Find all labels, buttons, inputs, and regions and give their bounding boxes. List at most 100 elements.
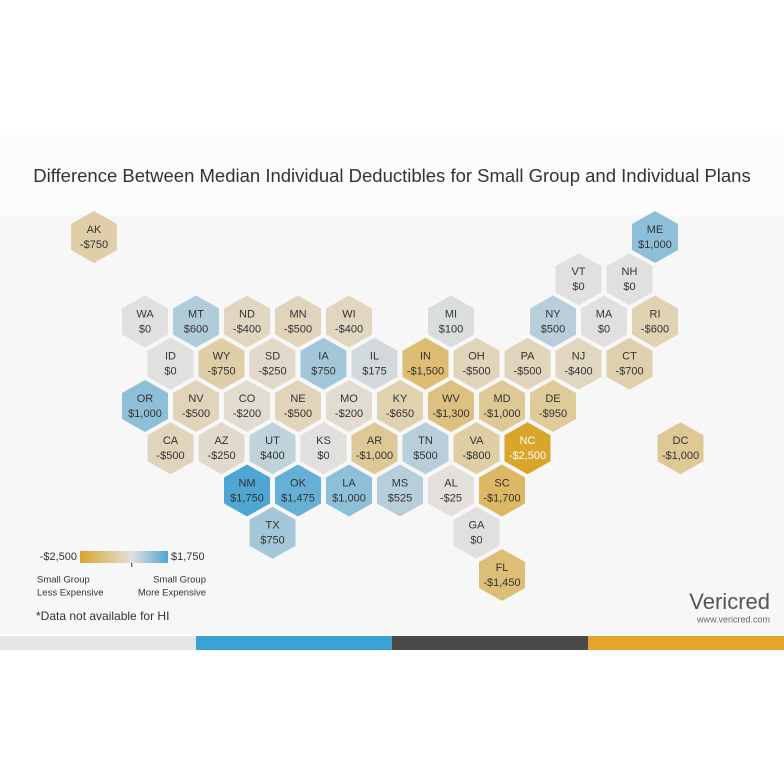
footer-bar <box>588 636 784 650</box>
state-value: $0 <box>598 323 610 335</box>
state-code: ID <box>165 351 176 363</box>
state-value: $1,475 <box>281 492 315 504</box>
footer-bar <box>0 636 196 650</box>
state-value: -$200 <box>335 408 363 420</box>
state-code: NJ <box>572 351 585 363</box>
state-value: $750 <box>260 535 284 547</box>
state-value: -$400 <box>564 366 592 378</box>
state-hex <box>428 380 474 432</box>
state-code: SC <box>494 477 509 489</box>
state-code: ND <box>239 308 255 320</box>
state-hex <box>453 337 500 390</box>
state-value: $0 <box>139 323 151 335</box>
state-code: CO <box>239 393 256 405</box>
state-hex <box>198 422 245 475</box>
state-hex <box>326 295 372 348</box>
state-code: IN <box>420 351 431 363</box>
state-code: WY <box>213 351 231 363</box>
state-value: -$1,500 <box>407 366 444 378</box>
state-value: -$1,450 <box>483 577 520 589</box>
state-hex <box>249 337 296 390</box>
state-value: $100 <box>439 323 463 335</box>
state-code: OR <box>137 393 154 405</box>
state-value: $0 <box>572 281 584 293</box>
state-code: DE <box>545 393 560 405</box>
state-value: $0 <box>623 281 635 293</box>
state-value: -$1,000 <box>662 450 699 462</box>
state-code: MA <box>596 308 613 320</box>
state-hex <box>173 380 219 432</box>
state-value: $0 <box>164 366 176 378</box>
state-hex <box>402 337 449 390</box>
state-value: $0 <box>317 450 329 462</box>
state-value: -$500 <box>462 366 490 378</box>
state-value: $600 <box>184 323 208 335</box>
legend-high-label: More Expensive <box>138 588 206 599</box>
state-value: -$200 <box>233 408 261 420</box>
state-hex <box>479 549 525 601</box>
state-hex <box>249 422 296 475</box>
background-fade <box>0 135 784 215</box>
state-code: IL <box>370 351 379 363</box>
state-hex <box>479 380 525 432</box>
state-hex <box>657 422 704 475</box>
state-hex <box>428 295 474 348</box>
state-hex <box>453 506 500 559</box>
state-hex <box>173 295 219 348</box>
note: *Data not available for HI <box>36 609 169 623</box>
state-value: -$500 <box>182 408 210 420</box>
state-value: -$950 <box>539 408 567 420</box>
state-code: FL <box>496 562 509 574</box>
state-hex <box>300 337 347 390</box>
state-value: -$500 <box>284 408 312 420</box>
state-hex <box>249 506 296 559</box>
state-hex <box>606 337 653 390</box>
state-value: $500 <box>413 450 437 462</box>
state-value: -$500 <box>284 323 312 335</box>
state-code: NY <box>545 308 561 320</box>
state-value: -$400 <box>335 323 363 335</box>
state-hex <box>428 464 474 517</box>
state-code: GA <box>469 520 486 532</box>
state-value: $1,000 <box>638 239 672 251</box>
state-hex <box>504 422 551 475</box>
state-value: -$1,000 <box>356 450 393 462</box>
state-hex <box>377 464 423 517</box>
state-value: $1,000 <box>128 408 162 420</box>
state-hex <box>377 380 423 432</box>
state-value: -$700 <box>615 366 643 378</box>
state-code: ME <box>647 224 664 236</box>
colorbar-tick-label: $1,750 <box>171 551 205 563</box>
state-value: -$250 <box>258 366 286 378</box>
footer-bar <box>392 636 588 650</box>
state-code: MT <box>188 308 204 320</box>
state-value: $400 <box>260 450 284 462</box>
state-hex <box>581 295 627 348</box>
state-value: $0 <box>470 535 482 547</box>
state-code: WI <box>342 308 355 320</box>
legend-low-label: Less Expensive <box>37 588 104 599</box>
state-code: PA <box>521 351 536 363</box>
state-hex <box>555 337 602 390</box>
state-value: -$1,000 <box>483 408 520 420</box>
state-code: CT <box>622 351 637 363</box>
state-hex <box>224 464 270 517</box>
state-value: $750 <box>311 366 335 378</box>
state-code: MO <box>340 393 358 405</box>
state-value: -$650 <box>386 408 414 420</box>
state-hex <box>504 337 551 390</box>
state-hex <box>275 380 321 432</box>
state-hex <box>224 380 270 432</box>
state-code: SD <box>265 351 280 363</box>
state-value: -$500 <box>156 450 184 462</box>
state-code: MS <box>392 477 409 489</box>
state-hex <box>402 422 449 475</box>
state-value: -$750 <box>80 239 108 251</box>
colorbar-tick-label: -$2,500 <box>40 551 77 563</box>
state-code: RI <box>650 308 661 320</box>
state-hex <box>122 295 168 348</box>
state-code: LA <box>342 477 356 489</box>
state-code: TN <box>418 435 433 447</box>
state-value: $500 <box>541 323 565 335</box>
